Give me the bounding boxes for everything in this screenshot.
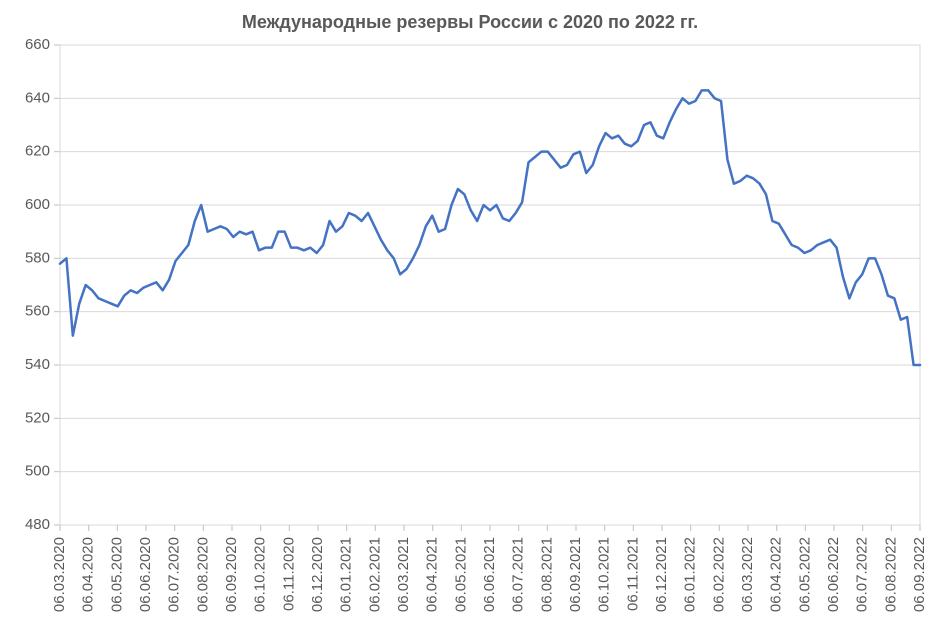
x-tick-label: 06.10.2021 [596, 537, 613, 612]
x-tick-label: 06.04.2020 [80, 537, 97, 612]
x-tick-label: 06.06.2021 [481, 537, 498, 612]
x-tick-label: 06.08.2020 [194, 537, 211, 612]
x-tick-label: 06.08.2022 [882, 537, 899, 612]
y-tick-label: 660 [25, 36, 50, 53]
y-tick-label: 580 [25, 249, 50, 266]
x-tick-label: 06.06.2022 [825, 537, 842, 612]
y-tick-label: 560 [25, 303, 50, 320]
chart-title: Международные резервы России с 2020 по 2… [0, 12, 940, 33]
x-tick-label: 06.06.2020 [137, 537, 154, 612]
x-tick-label: 06.07.2020 [166, 537, 183, 612]
chart-svg: 480 500 520 540 560 580 600 620 640 660 06.03.2020… [0, 0, 940, 637]
x-tick-label: 06.08.2021 [538, 537, 555, 612]
x-tick-label: 06.12.2021 [653, 537, 670, 612]
x-tick-label: 06.03.2021 [395, 537, 412, 612]
y-tick-label: 480 [25, 516, 50, 533]
y-tick-label: 520 [25, 409, 50, 426]
x-tick-label: 06.05.2022 [796, 537, 813, 612]
x-tick-label: 06.10.2020 [252, 537, 269, 612]
x-tick-label: 06.09.2021 [567, 537, 584, 612]
y-tick-label: 540 [25, 356, 50, 373]
x-tick-label: 06.02.2022 [710, 537, 727, 612]
x-tick-label: 06.09.2020 [223, 537, 240, 612]
x-tick-label: 06.07.2022 [854, 537, 871, 612]
x-tick-label: 06.03.2022 [739, 537, 756, 612]
chart-container: Международные резервы России с 2020 по 2… [0, 0, 940, 637]
x-tick-label: 06.05.2020 [108, 537, 125, 612]
x-tick-label: 06.03.2020 [51, 537, 68, 612]
x-tick-label: 06.01.2021 [338, 537, 355, 612]
y-tick-label: 600 [25, 196, 50, 213]
y-tick-label: 640 [25, 89, 50, 106]
x-tick-label: 06.07.2021 [510, 537, 527, 612]
x-tick-label: 06.04.2021 [424, 537, 441, 612]
x-tick-label: 06.04.2022 [768, 537, 785, 612]
x-tick-label: 06.11.2020 [280, 537, 297, 611]
x-tick-label: 06.01.2022 [682, 537, 699, 612]
x-tick-label: 06.02.2021 [366, 537, 383, 612]
y-tick-label: 620 [25, 143, 50, 160]
x-tick-label: 06.09.2022 [911, 537, 928, 612]
x-tick-label: 06.05.2021 [452, 537, 469, 612]
x-tick-label: 06.11.2021 [624, 537, 641, 611]
data-line [60, 90, 920, 365]
x-tick-label: 06.12.2020 [309, 537, 326, 612]
y-tick-label: 500 [25, 463, 50, 480]
